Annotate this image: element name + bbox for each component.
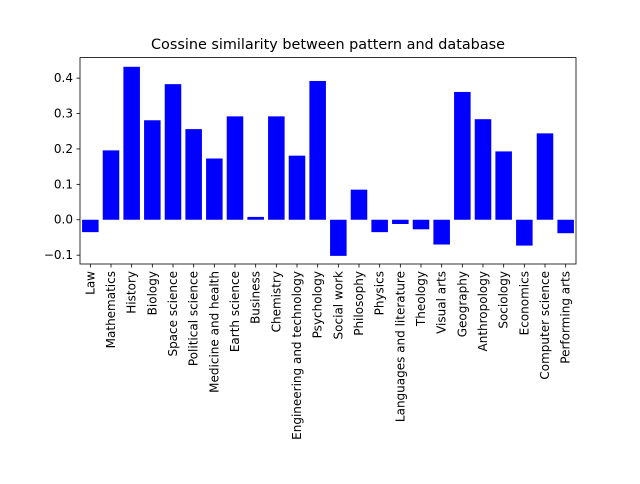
x-tick-label: Psychology: [311, 271, 325, 338]
x-tick-label: Geography: [455, 271, 469, 337]
bar-business: [247, 216, 264, 220]
bar-economics: [516, 219, 533, 246]
x-tick-label: Political science: [187, 271, 201, 366]
bar-visual-arts: [433, 219, 450, 245]
bar-earth-science: [226, 116, 244, 220]
y-tick-label: 0.4: [54, 71, 73, 85]
x-tick-label: Business: [249, 271, 263, 324]
x-tick-label: Languages and literature: [393, 271, 407, 422]
bar-computer-science: [536, 133, 554, 220]
chart-title: Cossine similarity between pattern and d…: [151, 37, 505, 53]
bar-law: [82, 219, 99, 233]
x-tick-label: Medicine and health: [207, 271, 221, 393]
x-tick-label: Philosophy: [352, 271, 366, 336]
bar-theology: [412, 219, 430, 230]
bar-history: [123, 66, 140, 220]
bar-languages-and-literature: [392, 219, 409, 224]
bar-sociology: [495, 151, 512, 220]
bar-geography: [454, 91, 471, 220]
bar-biology: [144, 120, 161, 220]
x-tick-label: Performing arts: [559, 271, 573, 364]
y-tick-label: 0.2: [54, 142, 73, 156]
x-tick-label: Mathematics: [104, 271, 118, 348]
bar-psychology: [309, 80, 326, 220]
bar-engineering-and-technology: [288, 155, 306, 220]
bars-layer: [82, 66, 574, 256]
x-axis: Law Mathematics History Biology Space scienc…: [83, 264, 573, 440]
x-tick-label: Space science: [166, 271, 180, 357]
x-tick-label: History: [125, 271, 139, 314]
bar-medicine-and-health: [206, 158, 223, 220]
bar-space-science: [164, 84, 182, 220]
y-axis: −0.1 0.0 0.1 0.2 0.3 0.4: [44, 71, 80, 262]
x-tick-label: Economics: [517, 271, 531, 335]
x-tick-label: Physics: [373, 271, 387, 315]
x-tick-label: Earth science: [228, 271, 242, 352]
bar-mathematics: [102, 150, 120, 220]
bar-chemistry: [268, 116, 285, 220]
plot-frame: [79, 57, 577, 265]
x-tick-label: Theology: [414, 271, 428, 327]
y-tick-label: 0.3: [54, 107, 73, 121]
x-tick-label: Chemistry: [269, 271, 283, 332]
y-tick-label: 0.0: [54, 213, 73, 227]
bar-anthropology: [474, 119, 492, 220]
x-tick-label: Computer science: [538, 271, 552, 380]
x-tick-label: Sociology: [497, 271, 511, 329]
x-tick-label: Biology: [145, 271, 159, 315]
x-tick-label: Anthropology: [476, 271, 490, 352]
bar-philosophy: [350, 189, 368, 220]
y-tick-label: −0.1: [44, 248, 73, 262]
bar-social-work: [330, 219, 347, 256]
x-tick-label: Law: [83, 271, 97, 295]
y-tick-label: 0.1: [54, 177, 73, 191]
bar-physics: [371, 219, 388, 233]
x-tick-label: Engineering and technology: [290, 271, 304, 440]
bar-political-science: [185, 129, 202, 220]
x-tick-label: Visual arts: [435, 271, 449, 334]
x-tick-label: Social work: [331, 271, 345, 339]
bar-performing-arts: [557, 219, 574, 234]
